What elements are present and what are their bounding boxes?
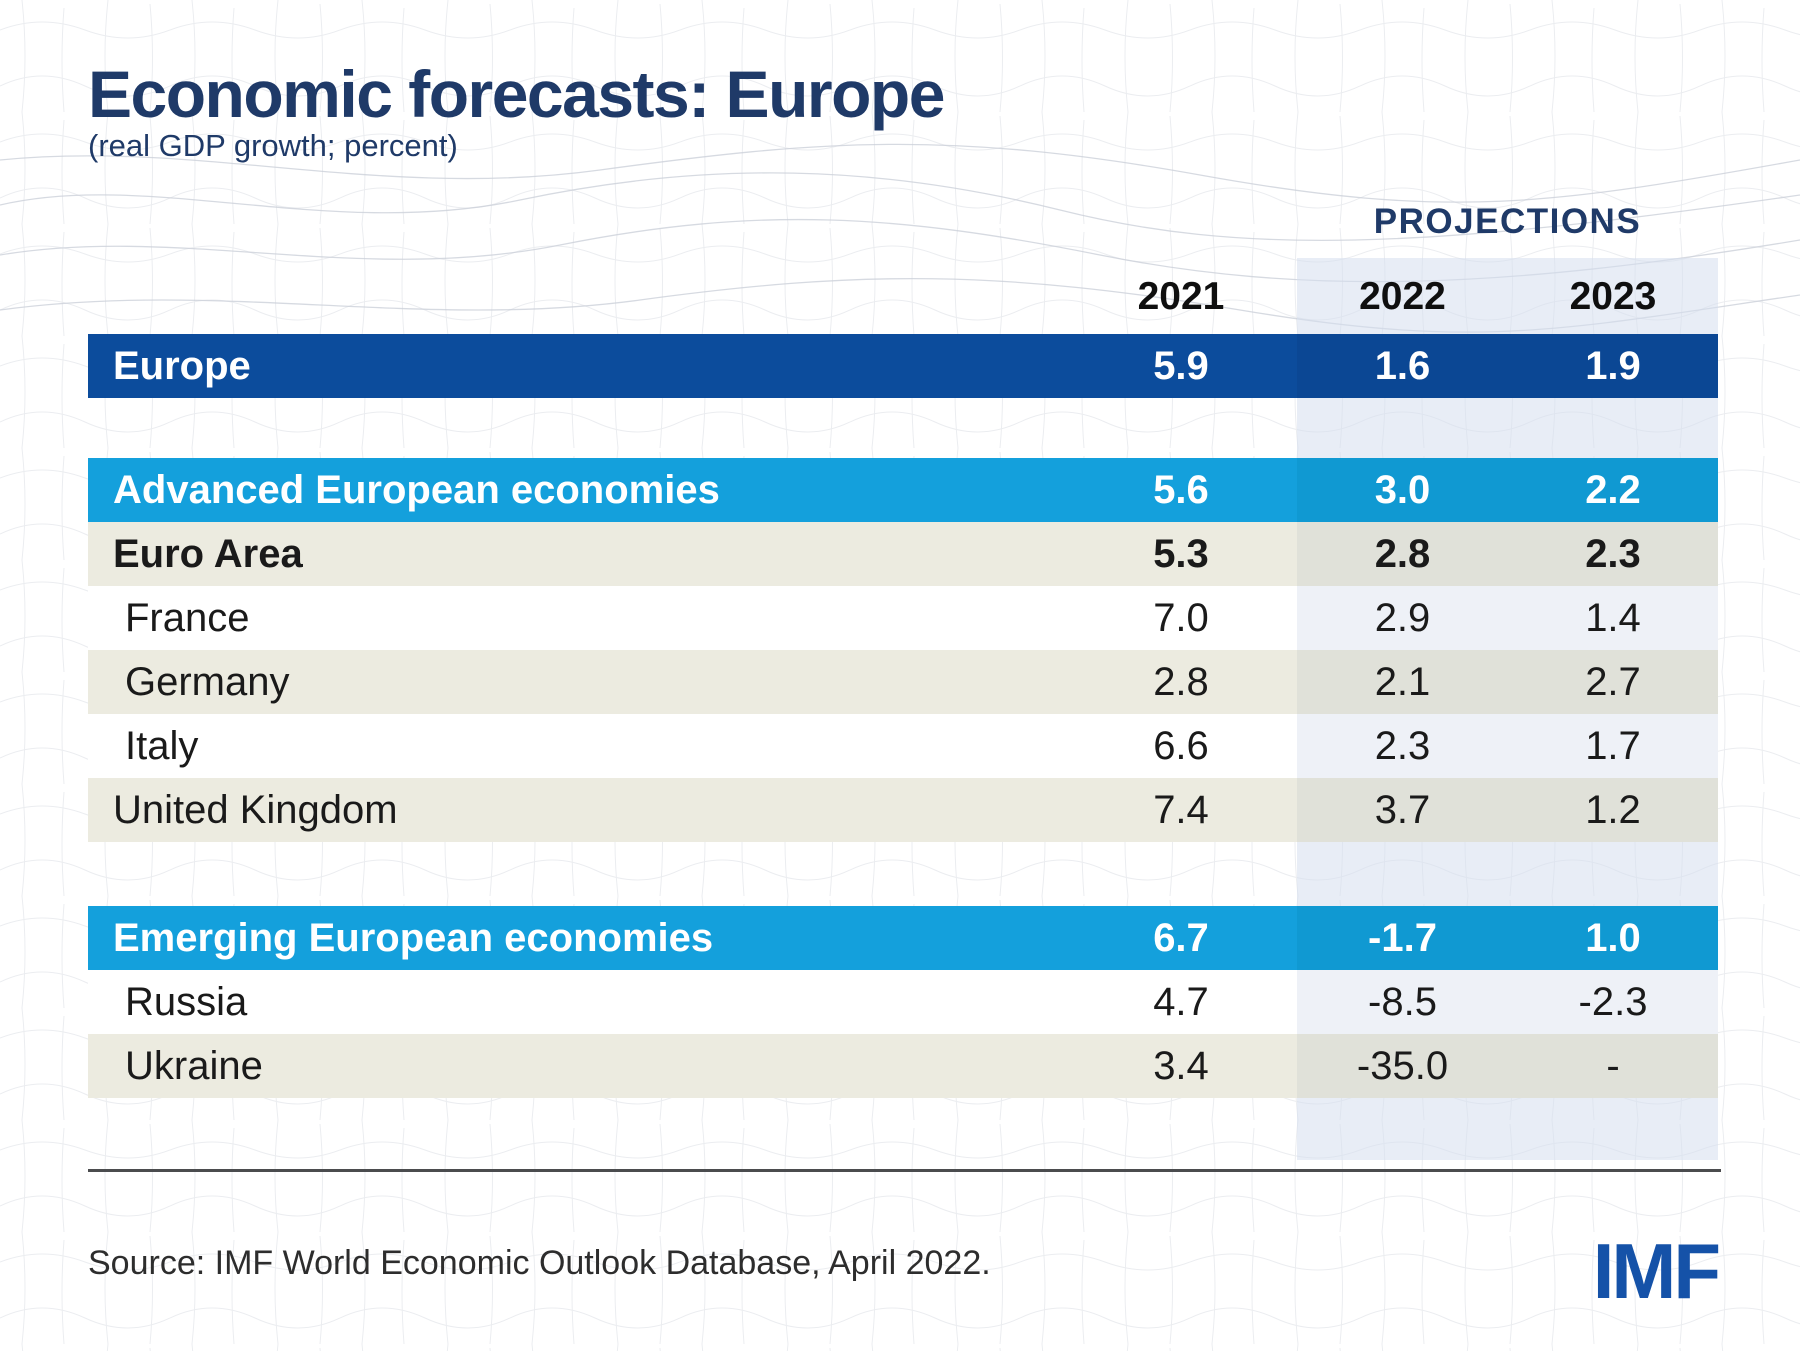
table-row-italy: Italy 6.6 2.3 1.7 <box>88 714 1718 778</box>
forecast-table: Europe 5.9 1.6 1.9 Advanced European eco… <box>88 334 1718 1098</box>
row-label: Germany <box>125 659 290 704</box>
value-2022: 2.3 <box>1297 714 1508 778</box>
row-label: Emerging European economies <box>113 915 714 960</box>
value-2021: 7.0 <box>1153 595 1209 640</box>
value-2022: -8.5 <box>1297 970 1508 1034</box>
value-2023: 2.7 <box>1508 650 1718 714</box>
value-2023: -2.3 <box>1508 970 1718 1034</box>
value-2023: 2.3 <box>1508 522 1718 586</box>
value-2023: 1.4 <box>1508 586 1718 650</box>
value-2022: 2.8 <box>1297 522 1508 586</box>
table-row-europe: Europe 5.9 1.6 1.9 <box>88 334 1718 398</box>
divider-line <box>88 1169 1721 1172</box>
source-note: Source: IMF World Economic Outlook Datab… <box>88 1244 991 1282</box>
table-row-emerging-european-economies: Emerging European economies 6.7 -1.7 1.0 <box>88 906 1718 970</box>
row-label: France <box>125 595 250 640</box>
value-2021: 3.4 <box>1153 1043 1209 1088</box>
value-2021: 2.8 <box>1153 659 1209 704</box>
projections-label: PROJECTIONS <box>1373 202 1642 241</box>
value-2021: 4.7 <box>1153 979 1209 1024</box>
table-row-ukraine: Ukraine 3.4 -35.0 - <box>88 1034 1718 1098</box>
row-spacer <box>88 842 1718 906</box>
table-row-russia: Russia 4.7 -8.5 -2.3 <box>88 970 1718 1034</box>
value-2022: 3.0 <box>1297 458 1508 522</box>
value-2023: 1.7 <box>1508 714 1718 778</box>
column-header-2023: 2023 <box>1569 275 1657 318</box>
value-2022: 1.6 <box>1297 334 1508 398</box>
value-2021: 5.9 <box>1153 343 1209 388</box>
row-label: Russia <box>125 979 248 1024</box>
value-2021: 6.7 <box>1153 915 1209 960</box>
value-2022: 2.1 <box>1297 650 1508 714</box>
row-label: United Kingdom <box>113 787 398 832</box>
value-2022: -1.7 <box>1297 906 1508 970</box>
value-2022: 2.9 <box>1297 586 1508 650</box>
row-label: Advanced European economies <box>113 467 720 512</box>
imf-logo: IMF <box>1592 1227 1721 1315</box>
column-header-2022: 2022 <box>1359 275 1446 318</box>
table-row-euro-area: Euro Area 5.3 2.8 2.3 <box>88 522 1718 586</box>
value-2022: -35.0 <box>1297 1034 1508 1098</box>
value-2023: 2.2 <box>1508 458 1718 522</box>
value-2023: 1.0 <box>1508 906 1718 970</box>
value-2022: 3.7 <box>1297 778 1508 842</box>
value-2023: - <box>1508 1034 1718 1098</box>
value-2021: 7.4 <box>1153 787 1209 832</box>
table-row-advanced-european-economies: Advanced European economies 5.6 3.0 2.2 <box>88 458 1718 522</box>
value-2021: 6.6 <box>1153 723 1209 768</box>
table-row-germany: Germany 2.8 2.1 2.7 <box>88 650 1718 714</box>
table-row-france: France 7.0 2.9 1.4 <box>88 586 1718 650</box>
column-header-row: 2021 2022 2023 <box>88 272 1718 322</box>
row-label: Ukraine <box>125 1043 263 1088</box>
value-2021: 5.3 <box>1153 531 1209 576</box>
row-spacer <box>88 398 1718 458</box>
page-title: Economic forecasts: Europe <box>88 57 945 131</box>
row-label: Euro Area <box>113 531 303 576</box>
row-label: Europe <box>113 343 251 388</box>
value-2023: 1.9 <box>1508 334 1718 398</box>
row-label: Italy <box>125 723 199 768</box>
column-header-2021: 2021 <box>1137 275 1225 318</box>
table-row-united-kingdom: United Kingdom 7.4 3.7 1.2 <box>88 778 1718 842</box>
value-2021: 5.6 <box>1153 467 1209 512</box>
value-2023: 1.2 <box>1508 778 1718 842</box>
page-subtitle: (real GDP growth; percent) <box>88 128 458 163</box>
